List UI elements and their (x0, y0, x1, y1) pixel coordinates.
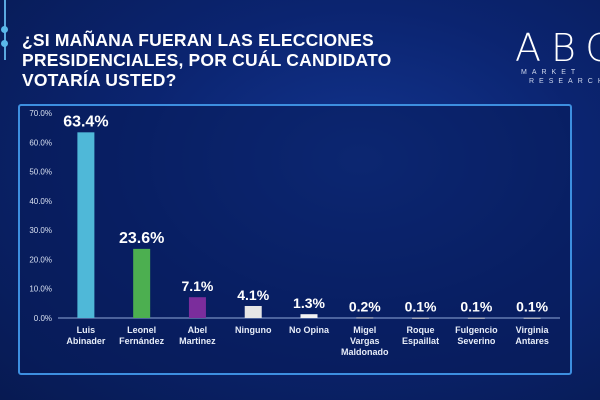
logo-line2: RESEARCH (529, 78, 600, 85)
x-tick-label: Abinader (66, 336, 106, 346)
y-tick-label: 20.0% (29, 255, 52, 264)
x-tick-label: Martinez (179, 336, 216, 346)
x-tick-label: Fernández (119, 336, 165, 346)
data-label: 1.3% (293, 295, 325, 311)
x-tick-label: Antares (515, 336, 549, 346)
bar (188, 297, 206, 318)
x-tick-label: Severino (457, 336, 496, 346)
bar (77, 132, 95, 318)
logo: ABC MARKET RESEARCH (515, 28, 600, 86)
data-label: 0.1% (405, 299, 437, 315)
x-tick-label: Migel (353, 325, 376, 335)
y-tick-label: 50.0% (29, 168, 52, 177)
bar (133, 248, 151, 318)
data-label: 0.2% (349, 298, 381, 314)
data-label: 0.1% (460, 299, 492, 315)
x-tick-label: Vargas (350, 336, 380, 346)
y-tick-label: 70.0% (29, 109, 52, 118)
x-tick-label: Roque (407, 325, 435, 335)
bar (300, 314, 318, 318)
bar (356, 317, 374, 319)
data-label: 23.6% (119, 230, 164, 247)
bar (244, 305, 262, 318)
bar (523, 317, 541, 319)
x-tick-label: Maldonado (341, 347, 389, 357)
logo-mark: ABC (515, 26, 600, 70)
data-label: 63.4% (63, 113, 108, 130)
x-tick-label: No Opina (289, 325, 330, 335)
y-tick-label: 60.0% (29, 138, 52, 147)
logo-line1: MARKET (521, 69, 581, 76)
x-tick-label: Espaillat (402, 336, 439, 346)
slide-title: ¿SI MAÑANA FUERAN LAS ELECCIONES PRESIDE… (22, 30, 392, 90)
decor-dot (1, 40, 8, 47)
data-label: 0.1% (516, 299, 548, 315)
x-tick-label: Luis (77, 325, 96, 335)
bar (467, 317, 485, 319)
data-label: 7.1% (181, 278, 213, 294)
chart-frame (18, 104, 572, 375)
x-tick-label: Virginia (516, 325, 550, 335)
x-tick-label: Abel (188, 325, 208, 335)
x-tick-label: Fulgencio (455, 325, 498, 335)
decor-dot (1, 26, 8, 33)
y-tick-label: 0.0% (34, 314, 52, 323)
y-tick-label: 10.0% (29, 285, 52, 294)
data-label: 4.1% (237, 287, 269, 303)
x-tick-label: Ninguno (235, 325, 272, 335)
x-tick-label: Leonel (127, 325, 156, 335)
y-tick-label: 30.0% (29, 226, 52, 235)
y-tick-label: 40.0% (29, 197, 52, 206)
bar (412, 317, 430, 319)
